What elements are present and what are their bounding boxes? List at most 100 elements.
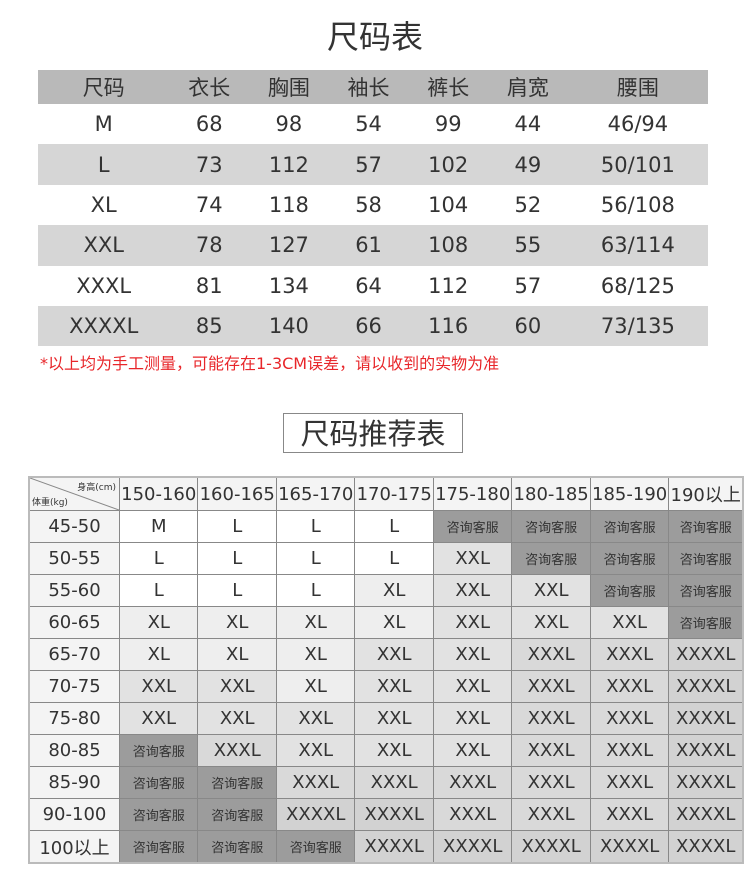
size-cell: XXL bbox=[432, 574, 513, 607]
size-cell: 咨询客服 bbox=[668, 542, 744, 575]
height-header: 160-165 bbox=[197, 476, 277, 511]
table-cell: 73 bbox=[169, 144, 250, 185]
weight-header: 55-60 bbox=[28, 574, 120, 607]
size-cell: L bbox=[275, 574, 356, 607]
size-cell: XXL bbox=[511, 606, 591, 639]
size-cell: XL bbox=[354, 606, 434, 639]
table-row: XL 74 118 58 104 52 56/108 bbox=[38, 185, 708, 225]
table-row: XXL 78 127 61 108 55 63/114 bbox=[38, 225, 708, 266]
table-cell: 52 bbox=[514, 192, 542, 217]
size-cell: XXXXL bbox=[668, 638, 744, 671]
table-row: XXXXL 85 140 66 116 60 73/135 bbox=[38, 305, 708, 347]
size-cell: 咨询客服 bbox=[275, 830, 356, 864]
weight-header: 90-100 bbox=[28, 798, 120, 831]
size-cell: XXXL bbox=[589, 702, 670, 735]
size-cell: XXL bbox=[432, 734, 513, 767]
table-row: 85-90 咨询客服 咨询客服 XXXL XXXL XXXL XXXL XXXL XXXXL bbox=[28, 766, 744, 799]
size-cell: XL bbox=[197, 638, 277, 671]
weight-header: 100以上 bbox=[28, 830, 120, 864]
size-cell: 咨询客服 bbox=[197, 830, 277, 864]
header-row: 身高(cm) 体重(kg) 150-160 160-165 165-170 170-175… bbox=[28, 476, 744, 511]
size-cell: XXXXL bbox=[668, 734, 744, 767]
size-cell: L bbox=[275, 510, 356, 543]
height-header: 185-190 bbox=[589, 476, 670, 511]
table-cell: 58 bbox=[355, 192, 382, 217]
height-header: 150-160 bbox=[118, 476, 199, 511]
table-cell: 56/108 bbox=[600, 192, 675, 217]
size-cell: XL bbox=[197, 606, 277, 639]
size-cell: L bbox=[118, 542, 199, 575]
weight-header: 80-85 bbox=[28, 734, 120, 767]
column-header: 衣长 bbox=[169, 70, 250, 104]
weight-axis-label: 体重(kg) bbox=[32, 498, 68, 508]
size-cell: 咨询客服 bbox=[589, 542, 670, 575]
table-cell: 46/94 bbox=[607, 112, 669, 137]
size-cell: XXXL bbox=[432, 766, 513, 799]
table-cell: XL bbox=[90, 192, 117, 217]
table-cell: XXXXL bbox=[38, 305, 170, 347]
table-row: 65-70 XL XL XL XXL XXL XXXL XXXL XXXXL bbox=[28, 638, 744, 671]
size-cell: M bbox=[118, 510, 199, 543]
size-cell: XXXXL bbox=[589, 830, 670, 864]
size-cell: XXXL bbox=[432, 798, 513, 831]
table-cell: 116 bbox=[408, 305, 489, 347]
size-cell: L bbox=[197, 510, 277, 543]
size-cell: XXXXL bbox=[511, 830, 591, 864]
size-cell: XXL bbox=[354, 638, 434, 671]
table-row: L 73 112 57 102 49 50/101 bbox=[38, 144, 708, 185]
column-header: 肩宽 bbox=[488, 70, 568, 104]
weight-header: 45-50 bbox=[28, 510, 120, 543]
height-header: 190以上 bbox=[668, 476, 744, 511]
table-row: 100以上 咨询客服 咨询客服 咨询客服 XXXXL XXXXL XXXXL XXXXL XXX… bbox=[28, 830, 744, 864]
size-cell: 咨询客服 bbox=[118, 734, 199, 767]
size-cell: XXL bbox=[197, 702, 277, 735]
table-row: 70-75 XXL XXL XL XXL XXL XXXL XXXL XXXXL bbox=[28, 670, 744, 703]
size-cell: XXXXL bbox=[432, 830, 513, 864]
size-cell: XXXL bbox=[354, 766, 434, 799]
size-cell: 咨询客服 bbox=[511, 542, 591, 575]
size-cell: XXXL bbox=[511, 702, 591, 735]
size-cell: XXXL bbox=[197, 734, 277, 767]
table-cell: 81 bbox=[195, 273, 223, 298]
column-header: 袖长 bbox=[328, 70, 409, 104]
table-cell: XXXL bbox=[76, 273, 132, 298]
size-chart-title: 尺码表 bbox=[326, 18, 423, 56]
table-cell: 102 bbox=[408, 144, 489, 185]
size-cell: XXL bbox=[589, 606, 670, 639]
size-cell: L bbox=[354, 510, 434, 543]
table-row: M 68 98 54 99 44 46/94 bbox=[38, 104, 708, 144]
size-cell: XXL bbox=[432, 638, 513, 671]
height-header: 180-185 bbox=[511, 476, 591, 511]
table-cell: L bbox=[38, 144, 170, 185]
weight-header: 85-90 bbox=[28, 766, 120, 799]
height-axis-label: 身高(cm) bbox=[77, 483, 116, 493]
size-cell: 咨询客服 bbox=[432, 510, 513, 543]
size-cell: XXXXL bbox=[668, 830, 744, 864]
table-cell: 73/135 bbox=[567, 305, 708, 347]
size-cell: 咨询客服 bbox=[197, 798, 277, 831]
table-cell: 99 bbox=[434, 112, 462, 137]
size-cell: L bbox=[118, 574, 199, 607]
table-cell: 66 bbox=[328, 305, 409, 347]
table-cell: XXL bbox=[38, 225, 170, 266]
table-cell: 108 bbox=[408, 225, 489, 266]
weight-header: 50-55 bbox=[28, 542, 120, 575]
size-cell: XXXXL bbox=[354, 798, 434, 831]
size-cell: XL bbox=[118, 638, 199, 671]
column-header: 胸围 bbox=[249, 70, 329, 104]
size-cell: 咨询客服 bbox=[118, 798, 199, 831]
size-cell: 咨询客服 bbox=[668, 606, 744, 639]
size-cell: XL bbox=[275, 638, 356, 671]
size-cell: 咨询客服 bbox=[589, 574, 670, 607]
size-cell: 咨询客服 bbox=[511, 510, 591, 543]
size-cell: XXXL bbox=[511, 638, 591, 671]
height-header: 170-175 bbox=[354, 476, 434, 511]
table-cell: 140 bbox=[249, 305, 329, 347]
table-cell: 74 bbox=[195, 192, 223, 217]
header-row: 尺码 衣长 胸围 袖长 裤长 肩宽 腰围 bbox=[38, 70, 708, 104]
column-header: 裤长 bbox=[408, 70, 489, 104]
size-cell: XXL bbox=[511, 574, 591, 607]
table-cell: 57 bbox=[514, 273, 542, 298]
size-cell: 咨询客服 bbox=[197, 766, 277, 799]
height-header: 165-170 bbox=[275, 476, 356, 511]
